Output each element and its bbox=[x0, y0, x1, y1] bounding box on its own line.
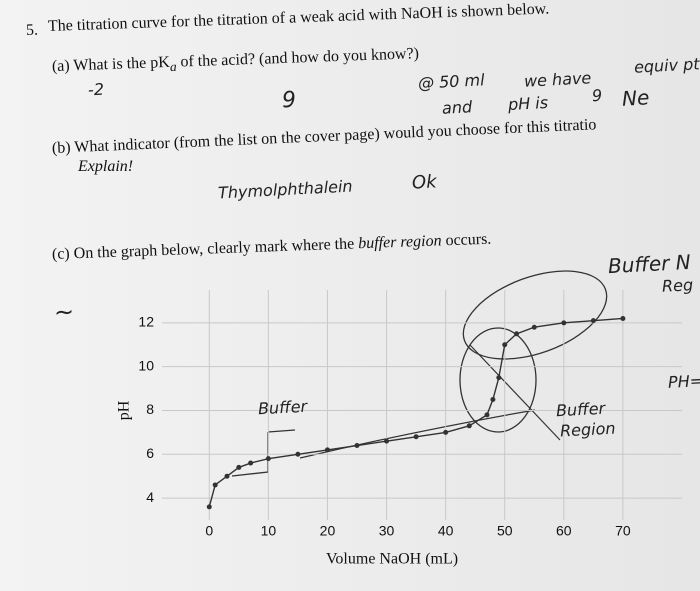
annotation-stroke bbox=[299, 344, 561, 459]
data-point bbox=[490, 397, 496, 403]
handwriting: Buffer bbox=[555, 398, 606, 421]
data-point bbox=[466, 423, 472, 429]
data-point bbox=[502, 342, 508, 348]
data-point bbox=[561, 320, 567, 326]
y-tick-label: 10 bbox=[138, 357, 154, 373]
data-point bbox=[496, 375, 502, 381]
data-point bbox=[384, 438, 390, 444]
data-point bbox=[443, 429, 449, 435]
data-point bbox=[531, 324, 537, 330]
x-axis-label: Volume NaOH (mL) bbox=[326, 551, 458, 568]
x-tick-label: 70 bbox=[615, 523, 631, 539]
y-tick-label: 4 bbox=[146, 489, 154, 505]
data-point bbox=[413, 434, 419, 440]
x-tick-label: 60 bbox=[556, 523, 572, 539]
y-tick-label: 6 bbox=[146, 445, 154, 461]
data-point bbox=[224, 473, 230, 479]
data-point bbox=[590, 318, 596, 324]
data-point bbox=[620, 315, 626, 321]
handwriting: Region bbox=[559, 418, 616, 441]
y-axis-label: pH bbox=[116, 400, 133, 420]
y-tick-label: 12 bbox=[138, 314, 154, 330]
data-point bbox=[265, 456, 271, 462]
data-point bbox=[212, 482, 218, 488]
x-tick-label: 40 bbox=[438, 523, 454, 539]
explain: Explain! bbox=[78, 158, 134, 175]
data-point bbox=[484, 412, 490, 418]
x-tick-label: 10 bbox=[261, 523, 277, 539]
data-point bbox=[248, 460, 254, 466]
titration-curve bbox=[208, 317, 623, 508]
data-point bbox=[514, 331, 520, 337]
data-point bbox=[324, 447, 330, 453]
x-tick-label: 20 bbox=[320, 523, 336, 539]
y-tick-label: 8 bbox=[146, 401, 154, 417]
x-tick-label: 0 bbox=[205, 523, 213, 539]
data-point bbox=[206, 504, 212, 510]
data-point bbox=[295, 451, 301, 457]
data-point bbox=[236, 464, 242, 470]
x-tick-label: 30 bbox=[379, 523, 395, 539]
annotation-circle bbox=[459, 327, 537, 433]
handwriting: Buffer bbox=[257, 396, 308, 419]
annotation-circle bbox=[462, 270, 608, 360]
handwriting: PH= bbox=[667, 371, 700, 392]
annotation-bracket bbox=[231, 429, 296, 477]
data-point bbox=[354, 443, 360, 449]
x-tick-label: 50 bbox=[497, 523, 513, 539]
